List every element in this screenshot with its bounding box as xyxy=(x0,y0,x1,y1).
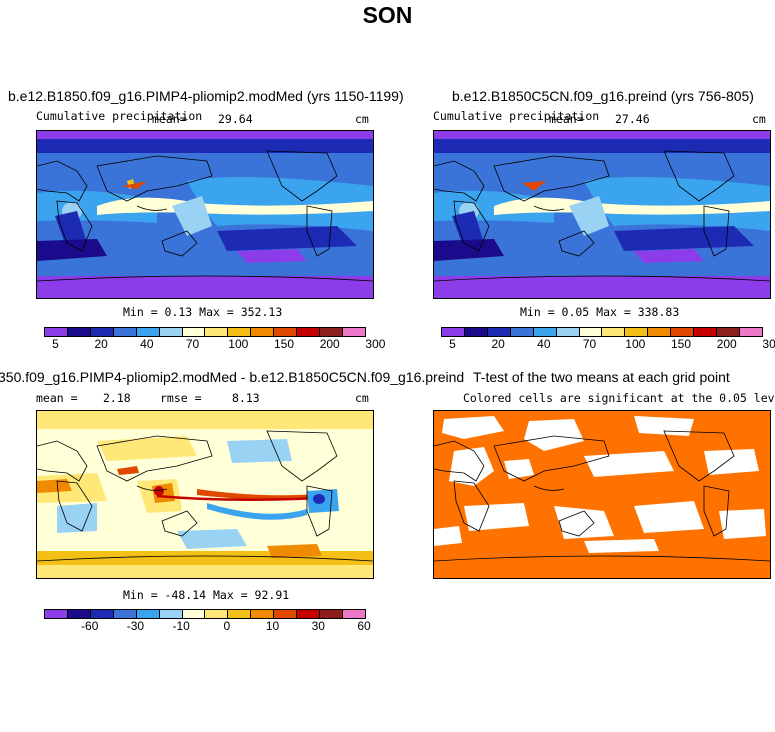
mean-value-bottom-left: 2.18 xyxy=(103,391,131,405)
colorbar-tick-label: 200 xyxy=(319,337,340,351)
colorbar-swatch xyxy=(251,610,275,618)
mean-value-top-right: 27.46 xyxy=(615,112,650,126)
colorbar-swatch xyxy=(579,328,603,336)
colorbar-tick-label: 70 xyxy=(582,337,597,351)
mean-value-top-left: 29.64 xyxy=(218,112,253,126)
colorbar-tick-label: 60 xyxy=(357,619,371,633)
colorbar-swatch xyxy=(182,328,206,336)
colorbar-ticks-top-left: 5 20 40 70 100 150 200 300 xyxy=(44,337,385,351)
stats-top-left: Min = 0.13 Max = 352.13 xyxy=(123,305,283,319)
significance-map xyxy=(433,410,771,579)
panel-title-top-right: b.e12.B1850C5CN.f09_g16.preind (yrs 756-… xyxy=(452,88,754,104)
colorbar-swatch xyxy=(556,328,580,336)
colorbar-tick-label: 5 xyxy=(52,337,59,351)
colorbar-swatch xyxy=(67,328,91,336)
colorbar-swatch xyxy=(510,328,534,336)
colorbar-swatch xyxy=(274,328,298,336)
colorbar-swatch xyxy=(717,328,740,336)
colorbar-swatch xyxy=(45,610,68,618)
colorbar-tick-label: 100 xyxy=(625,337,646,351)
panel-title-top-left: b.e12.B1850.f09_g16.PIMP4-pliomip2.modMe… xyxy=(8,88,404,104)
colorbar-swatch xyxy=(648,328,672,336)
difference-map xyxy=(36,410,374,579)
colorbar-swatch xyxy=(320,328,343,336)
colorbar-tick-label: 200 xyxy=(716,337,737,351)
colorbar-tick-label: 40 xyxy=(140,337,154,351)
colorbar-swatch xyxy=(320,610,343,618)
colorbar-tick-label: 150 xyxy=(273,337,295,351)
colorbar-bottom-left xyxy=(44,609,366,619)
mean-label-top-right: mean= xyxy=(549,112,584,126)
colorbar-tick-label: -60 xyxy=(81,619,99,633)
colorbar-swatch xyxy=(136,610,160,618)
colorbar-swatch xyxy=(228,328,252,336)
colorbar-swatch xyxy=(464,328,488,336)
colorbar-swatch xyxy=(90,610,114,618)
colorbar-swatch xyxy=(297,610,321,618)
colorbar-swatch xyxy=(228,610,252,618)
precip-map-top-right xyxy=(433,130,771,299)
colorbar-top-left xyxy=(44,327,366,337)
colorbar-tick-label: 20 xyxy=(94,337,108,351)
rmse-value-bottom-left: 8.13 xyxy=(232,391,260,405)
colorbar-tick-label: 40 xyxy=(537,337,551,351)
colorbar-swatch xyxy=(136,328,160,336)
colorbar-swatch xyxy=(533,328,557,336)
mean-label-bottom-left: mean = xyxy=(36,391,78,405)
panel-subtitle-bottom-right: Colored cells are significant at the 0.0… xyxy=(463,391,775,405)
mean-label-top-left: mean= xyxy=(152,112,187,126)
colorbar-swatch xyxy=(297,328,321,336)
colorbar-swatch xyxy=(251,328,275,336)
colorbar-swatch xyxy=(45,328,68,336)
units-top-right: cm xyxy=(752,112,766,126)
colorbar-ticks-top-right: 5 20 40 70 100 150 200 300 xyxy=(441,337,775,351)
panel-title-bottom-left: 350.f09_g16.PIMP4-pliomip2.modMed - b.e1… xyxy=(0,369,465,385)
colorbar-swatch xyxy=(67,610,91,618)
stats-bottom-left: Min = -48.14 Max = 92.91 xyxy=(123,588,290,602)
colorbar-swatch xyxy=(113,328,137,336)
colorbar-swatch xyxy=(90,328,114,336)
colorbar-swatch xyxy=(182,610,206,618)
units-bottom-left: cm xyxy=(355,391,369,405)
colorbar-swatch xyxy=(671,328,695,336)
colorbar-swatch xyxy=(274,610,298,618)
rmse-label-bottom-left: rmse = xyxy=(160,391,202,405)
colorbar-tick-label: -30 xyxy=(126,619,145,633)
precip-map-top-left xyxy=(36,130,374,299)
colorbar-swatch xyxy=(159,610,183,618)
colorbar-swatch xyxy=(205,610,229,618)
colorbar-tick-label: 70 xyxy=(185,337,200,351)
colorbar-top-right xyxy=(441,327,763,337)
colorbar-tick-label: -10 xyxy=(172,619,190,633)
variable-label-top-right: Cumulative precipitation xyxy=(433,109,600,123)
panel-title-bottom-right: T-test of the two means at each grid poi… xyxy=(473,369,730,385)
colorbar-tick-label: 10 xyxy=(265,619,280,633)
colorbar-tick-label: 30 xyxy=(311,619,325,633)
units-top-left: cm xyxy=(355,112,369,126)
colorbar-tick-label: 300 xyxy=(762,337,775,351)
colorbar-swatch xyxy=(487,328,511,336)
variable-label-top-left: Cumulative precipitation xyxy=(36,109,203,123)
colorbar-swatch xyxy=(159,328,183,336)
colorbar-swatch xyxy=(442,328,465,336)
page-title: SON xyxy=(362,2,413,28)
colorbar-swatch xyxy=(625,328,649,336)
colorbar-swatch xyxy=(205,328,229,336)
colorbar-swatch xyxy=(694,328,718,336)
colorbar-swatch xyxy=(602,328,626,336)
colorbar-tick-label: 0 xyxy=(223,619,231,633)
colorbar-swatch xyxy=(342,328,365,336)
colorbar-tick-label: 300 xyxy=(365,337,386,351)
colorbar-tick-label: 150 xyxy=(670,337,692,351)
colorbar-swatch xyxy=(342,610,365,618)
colorbar-swatch xyxy=(113,610,137,618)
colorbar-ticks-bottom-left: -60 -30 -10 0 10 30 60 xyxy=(44,619,371,633)
stats-top-right: Min = 0.05 Max = 338.83 xyxy=(520,305,680,319)
colorbar-tick-label: 100 xyxy=(228,337,249,351)
colorbar-tick-label: 20 xyxy=(491,337,505,351)
colorbar-tick-label: 5 xyxy=(449,337,456,351)
colorbar-swatch xyxy=(739,328,762,336)
